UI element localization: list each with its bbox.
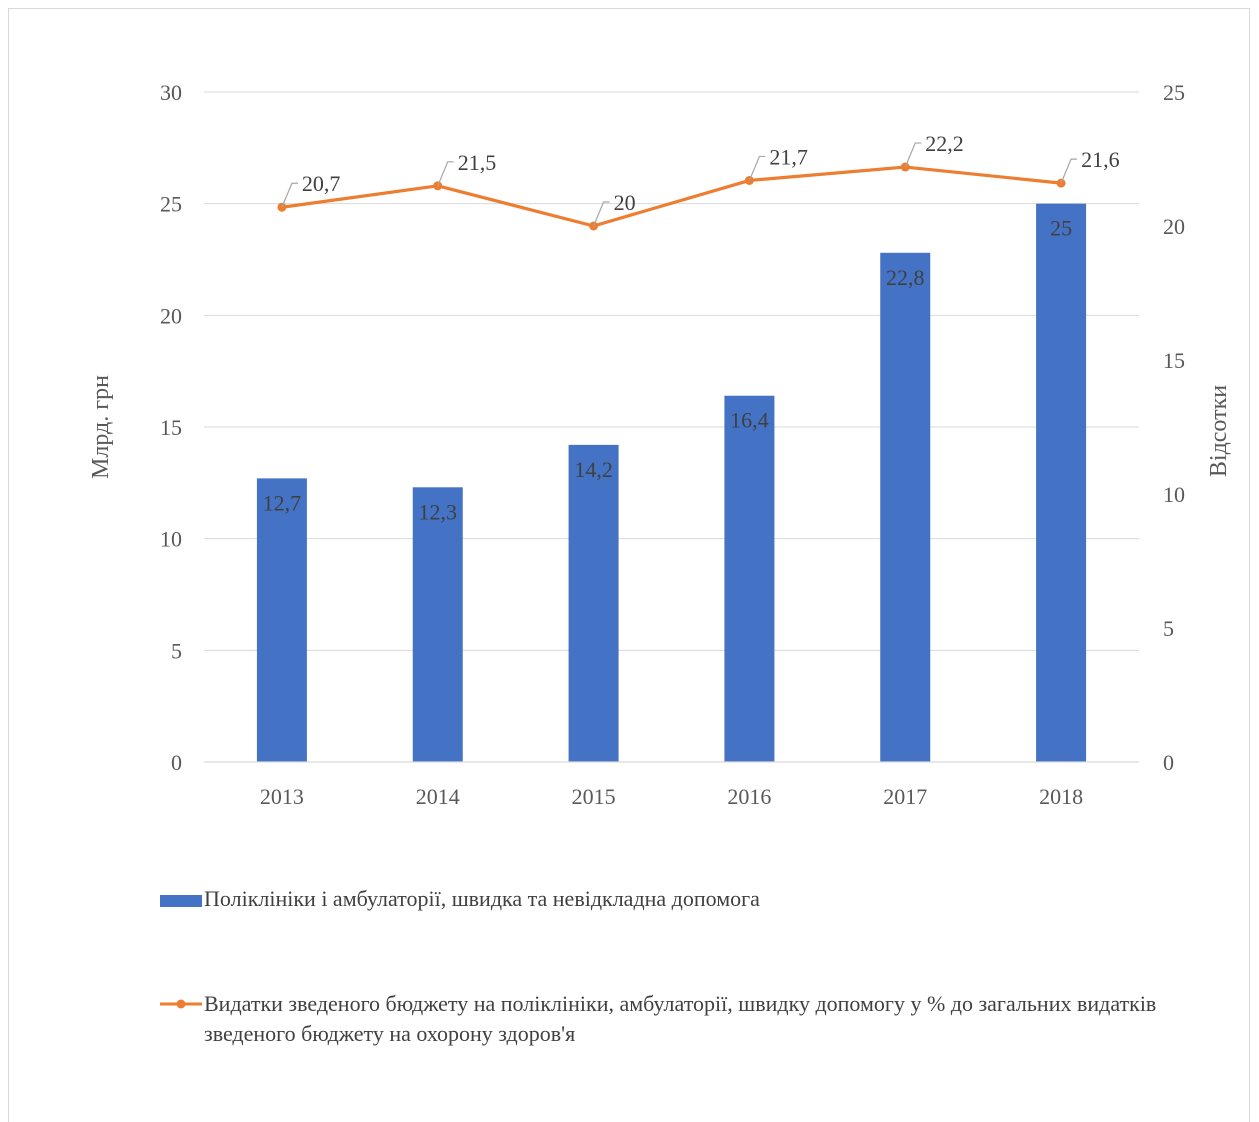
- axes: 0 5 10 15 20 25 30 0 5 10 15 20 25 2013 2014 2015 2016 20…: [88, 80, 1232, 809]
- y-right-tick-label: 10: [1163, 482, 1185, 507]
- bar-data-label: 12,3: [419, 499, 458, 524]
- legend-bar-label: Поліклініки і амбулаторії, швидка та нев…: [204, 886, 760, 911]
- x-tick-label: 2013: [260, 784, 304, 809]
- x-tick-label: 2014: [416, 784, 460, 809]
- bar: [256, 478, 307, 762]
- y-right-axis-title: Відсотки: [1206, 385, 1232, 477]
- bar: [880, 252, 931, 763]
- line-data-label: 20: [614, 190, 636, 215]
- line-data-label: 21,5: [458, 150, 497, 175]
- bar-data-label: 25: [1050, 216, 1072, 241]
- legend-item-line-series: Видатки зведеного бюджету на поліклініки…: [160, 989, 1164, 1049]
- line-series: 20,7 21,5 20 21,7 22,2 21,6: [277, 131, 1120, 231]
- bar-data-labels: 12,7 12,3 14,2 16,4 22,8 25: [263, 216, 1072, 525]
- line-data-label: 21,7: [769, 144, 808, 169]
- y-left-axis-title: Млрд. грн: [88, 375, 114, 479]
- line-data-label: 20,7: [302, 171, 341, 196]
- y-right-tick-label: 5: [1163, 616, 1174, 641]
- line-data-label-leader: [748, 155, 766, 181]
- bar-data-label: 14,2: [574, 457, 613, 482]
- line-data-label-leader: [904, 142, 922, 168]
- bar-data-label: 12,7: [263, 490, 302, 515]
- y-right-tick-label: 20: [1163, 214, 1185, 239]
- bar: [412, 487, 463, 762]
- line-data-label-leader: [437, 161, 454, 187]
- y-right-tick-label: 0: [1163, 750, 1174, 775]
- legend-item-bar-series: Поліклініки і амбулаторії, швидка та нев…: [160, 884, 760, 914]
- line-data-label-leader: [1060, 158, 1078, 184]
- bar: [568, 444, 619, 762]
- y-left-tick-label: 25: [160, 192, 182, 217]
- legend-line-swatch: [160, 999, 202, 1009]
- x-tick-label: 2018: [1039, 784, 1083, 809]
- x-tick-label: 2017: [883, 784, 927, 809]
- y-right-tick-label: 15: [1163, 348, 1185, 373]
- y-right-tick-label: 25: [1163, 80, 1185, 105]
- y-left-tick-label: 20: [160, 303, 182, 328]
- bar-series: [256, 203, 1087, 763]
- legend-bar-swatch: [160, 894, 202, 907]
- y-left-tick-label: 0: [171, 750, 182, 775]
- y-left-tick-label: 30: [160, 80, 182, 105]
- y-left-tick-label: 10: [160, 527, 182, 552]
- bar: [1036, 203, 1087, 762]
- bar-data-label: 16,4: [730, 408, 769, 433]
- legend-line-label: Видатки зведеного бюджету на поліклініки…: [204, 991, 1157, 1046]
- line-data-label: 21,6: [1081, 147, 1120, 172]
- y-left-tick-label: 5: [171, 638, 182, 663]
- bar: [724, 395, 775, 762]
- chart-frame: [8, 8, 1250, 1122]
- x-tick-label: 2015: [572, 784, 616, 809]
- line-data-label: 22,2: [925, 131, 964, 156]
- y-left-tick-label: 15: [160, 415, 182, 440]
- x-tick-label: 2016: [727, 784, 771, 809]
- line-data-label-leader: [281, 182, 298, 208]
- line-data-label-leader: [593, 201, 610, 227]
- gridlines: [204, 91, 1139, 763]
- combo-chart: 12,7 12,3 14,2 16,4 22,8 25 20,7 21,5 20 21,7 22,…: [88, 80, 1232, 809]
- line-path: [280, 165, 1063, 228]
- bar-data-label: 22,8: [886, 265, 925, 290]
